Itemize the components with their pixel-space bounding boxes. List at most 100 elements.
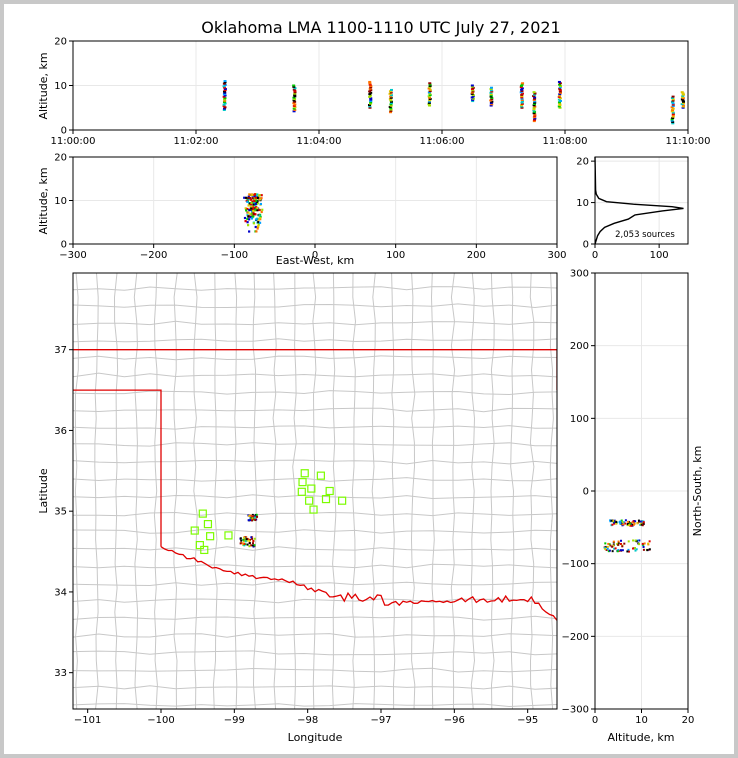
y-tick-label: 10: [54, 81, 67, 92]
lma-source-point: [389, 111, 393, 114]
lma-source-point: [533, 97, 537, 100]
lma-source-point: [261, 208, 264, 211]
lma-source-point: [520, 88, 524, 91]
lma-source-point: [533, 110, 537, 113]
county-line: [94, 273, 99, 709]
lma-source-point: [620, 519, 623, 522]
lma-source-point: [611, 545, 614, 548]
lma-source-point: [681, 106, 685, 109]
lma-source-point: [671, 107, 675, 110]
lma-source-point: [292, 99, 296, 102]
y-tick-label: 0: [583, 487, 589, 498]
lma-source-point: [558, 83, 562, 86]
lma-source-point: [489, 89, 493, 92]
lma-source-point: [428, 104, 432, 107]
lma-source-point: [389, 103, 393, 106]
lma-source-point: [248, 209, 251, 212]
lma-source-point: [251, 544, 254, 547]
lma-source-point: [368, 83, 372, 86]
lma-source-point: [605, 548, 608, 551]
lma-source-point: [388, 90, 392, 93]
lma-source-point: [293, 100, 297, 103]
lma-source-point: [532, 104, 536, 107]
lma-source-point: [671, 114, 675, 117]
x-tick-label: 11:10:00: [666, 136, 711, 147]
lma-source-point: [254, 218, 258, 221]
lma-source-point: [252, 540, 255, 543]
lma-source-point: [533, 101, 537, 104]
lma-source-point: [639, 520, 642, 523]
lma-source-point: [251, 519, 254, 522]
x-tick-label: 11:04:00: [297, 136, 342, 147]
lma-source-point: [532, 91, 536, 94]
lma-source-point: [635, 540, 638, 543]
y-tick-label: 0: [583, 240, 589, 251]
y-tick-label: 37: [54, 345, 67, 356]
plan-view-map: Latitude Longitude −101 −100 −99 −98 −97 −96 −…: [37, 272, 558, 744]
lma-station-marker: [297, 487, 306, 496]
x-tick-label: 11:02:00: [174, 136, 219, 147]
lma-source-point: [521, 82, 525, 85]
county-line: [73, 355, 557, 361]
lma-source-point: [428, 97, 432, 100]
lma-source-point: [489, 104, 493, 107]
lma-source-point: [258, 194, 261, 197]
lma-source-point: [671, 98, 675, 101]
lma-source-point: [246, 214, 249, 217]
lma-source-point: [520, 96, 524, 99]
lma-source-point: [490, 98, 494, 101]
lma-source-point: [470, 91, 474, 94]
county-line: [510, 273, 515, 709]
lma-source-point: [558, 89, 562, 92]
lma-source-point: [671, 112, 675, 115]
time-height-ylabel: Altitude, km: [37, 52, 50, 119]
lma-source-point: [626, 523, 629, 526]
lma-source-point: [223, 80, 227, 83]
county-line: [73, 459, 557, 465]
x-tick-label: −98: [297, 715, 318, 726]
lma-source-point: [648, 548, 651, 551]
lma-source-point: [626, 550, 629, 553]
lma-source-point: [489, 101, 493, 104]
lma-source-point: [247, 204, 250, 207]
lma-source-point: [520, 106, 524, 109]
lma-source-point: [428, 92, 432, 95]
lma-source-point: [243, 536, 246, 539]
lma-source-point: [252, 206, 255, 209]
lma-source-point: [252, 207, 255, 211]
lma-source-point: [389, 102, 393, 105]
lma-source-point: [222, 93, 226, 96]
y-tick-label: −200: [562, 632, 589, 643]
lma-source-point: [609, 519, 612, 522]
lma-source-point: [223, 87, 227, 90]
county-line: [133, 273, 139, 709]
ew-height-ylabel: Altitude, km: [37, 167, 50, 234]
lma-source-point: [670, 106, 674, 109]
ns-height-ylabel: North-South, km: [691, 446, 704, 537]
lma-source-point: [368, 104, 372, 107]
lma-source-point: [389, 88, 393, 91]
lma-source-point: [389, 107, 393, 110]
lma-source-point: [558, 102, 562, 105]
lma-source-point: [617, 543, 620, 546]
lma-source-point: [642, 548, 645, 551]
lma-source-point: [368, 94, 372, 97]
county-line: [272, 273, 277, 709]
lma-source-point: [532, 103, 536, 106]
lma-source-point: [247, 211, 250, 214]
county-line: [73, 494, 557, 500]
county-line: [371, 273, 376, 709]
county-line: [173, 273, 178, 709]
lma-source-point: [223, 102, 227, 105]
lma-source-point: [533, 118, 537, 121]
lma-source-point: [368, 106, 372, 109]
lma-source-point: [259, 202, 263, 206]
lma-source-point: [239, 537, 242, 540]
lma-source-point: [613, 547, 616, 550]
lma-source-point: [256, 227, 259, 230]
lma-source-point: [558, 91, 562, 94]
lma-source-point: [293, 92, 297, 95]
lma-source-point: [557, 80, 561, 83]
lma-source-point: [627, 548, 630, 551]
county-line: [410, 273, 416, 709]
